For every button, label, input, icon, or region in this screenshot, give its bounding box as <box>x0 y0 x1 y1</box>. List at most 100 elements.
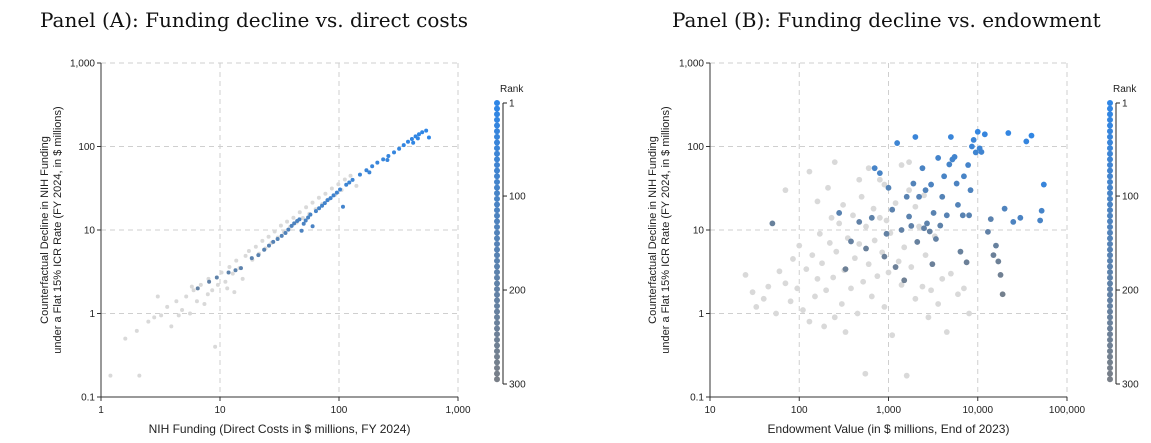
panel-a-point-unranked <box>272 229 277 234</box>
panel-a-point-unranked <box>310 200 315 205</box>
panel-a-point-unranked <box>323 191 328 196</box>
panel-b-legend-title: Rank <box>1113 84 1137 95</box>
panel-b-legend-swatch <box>1107 342 1113 349</box>
panel-b-point-ranked <box>836 210 843 216</box>
panel-b-legend-swatch <box>1107 201 1113 208</box>
panel-b-legend-swatch <box>1107 229 1113 236</box>
panel-a-point-ranked <box>350 177 355 182</box>
panel-a-point-ranked <box>386 153 391 158</box>
panel-b-point-ranked <box>955 201 961 208</box>
panel-a-legend-swatch <box>494 376 500 383</box>
panel-a-point-unranked <box>234 258 239 263</box>
panel-b-point-unranked <box>753 303 760 310</box>
panel-b-point-ranked <box>929 261 936 268</box>
panel-a-x-tick-label: 1 <box>98 405 104 416</box>
panel-a-point-ranked <box>256 253 261 258</box>
panel-a-legend-swatch <box>494 178 500 185</box>
panel-b-point-unranked <box>898 282 905 288</box>
panel-a-point-ranked <box>338 187 343 192</box>
panel-a-legend-swatch <box>494 167 500 174</box>
panel-b-point-unranked <box>814 198 821 205</box>
panel-b-point-ranked <box>970 136 977 143</box>
panel-b-point-ranked <box>876 170 883 177</box>
panel-a-legend-swatch <box>494 184 500 191</box>
panel-b-legend-swatch <box>1107 195 1113 202</box>
panel-b-point-ranked <box>941 173 948 180</box>
panel-b-point-unranked <box>895 258 902 265</box>
panel-b-point-unranked <box>912 203 919 210</box>
panel-a-point-ranked <box>381 157 386 162</box>
panel-b-point-unranked <box>821 323 828 330</box>
panel-a-point-unranked <box>205 292 210 297</box>
panel-a-point-ranked <box>409 136 414 141</box>
panel-b-legend-swatch <box>1107 314 1113 321</box>
panel-a-point-ranked <box>415 136 420 141</box>
panel-b-point-unranked <box>842 329 849 335</box>
panel-a-point-ranked <box>214 275 219 280</box>
panel-b-point-ranked <box>969 143 975 150</box>
panel-b-point-ranked <box>953 180 960 187</box>
panel-a-point-ranked <box>357 172 362 177</box>
panel-b-point-ranked <box>922 187 929 194</box>
panel-a-legend-swatch <box>494 342 500 349</box>
panel-a-legend-swatch <box>494 280 500 287</box>
panel-a-legend-swatch <box>494 286 500 293</box>
panel-b-point-ranked <box>990 252 997 259</box>
panel-a-legend-swatch <box>494 308 500 315</box>
panel-a-legend-tick-label: 1 <box>509 99 515 110</box>
panel-a-point-unranked <box>291 215 296 220</box>
panel-b-legend-swatch <box>1107 105 1113 112</box>
panel-b-legend-swatch <box>1107 252 1113 259</box>
panel-b-point-ranked <box>993 242 999 249</box>
panel-a-point-unranked <box>243 253 248 258</box>
panel-b-point-ranked <box>885 184 892 191</box>
panel-b-point-ranked <box>908 222 915 229</box>
panel-b-legend-swatch <box>1107 297 1113 304</box>
panel-a-point-ranked <box>375 160 380 165</box>
panel-a-y-tick-label: 1 <box>89 309 95 320</box>
panel-b-point-ranked <box>957 248 964 255</box>
panel-a-x-tick-label: 10 <box>214 405 226 416</box>
panel-b-y-tick-label: 0.1 <box>690 393 704 404</box>
panel-a-legend-swatch <box>494 263 500 270</box>
panel-b-point-unranked <box>898 162 905 168</box>
panel-b-point-unranked <box>809 252 816 259</box>
panel-b-point-ranked <box>1038 207 1045 214</box>
panel-a-point-ranked <box>289 223 294 228</box>
panel-b-point-unranked <box>833 248 840 255</box>
panel-b-legend-tick-label: 300 <box>1122 380 1139 391</box>
panel-b-y-tick-label: 1,000 <box>679 59 704 70</box>
panel-b-point-ranked <box>848 238 854 245</box>
panel-a-point-ranked <box>347 180 352 185</box>
panel-a-legend-swatch <box>494 359 500 366</box>
panel-b-legend-swatch <box>1107 156 1113 163</box>
panel-a-point-unranked <box>210 288 215 293</box>
panel-b-legend-swatch <box>1107 257 1113 264</box>
panel-b-point-ranked <box>987 216 994 223</box>
panel-b-point-ranked <box>863 245 869 252</box>
panel-b-point-ranked <box>892 264 899 270</box>
panel-a-point-ranked <box>233 268 238 273</box>
panel-a-legend-swatch <box>494 201 500 208</box>
panel-b-legend-swatch <box>1107 263 1113 270</box>
panel-a-legend-swatch <box>494 325 500 332</box>
panel-b-legend-swatch <box>1107 207 1113 214</box>
panel-a-legend-swatch <box>494 105 500 112</box>
panel-b-legend-swatch <box>1107 167 1113 174</box>
panel-b-point-ranked <box>959 212 966 219</box>
panel-a-point-ranked <box>325 198 330 203</box>
panel-b-point-ranked <box>912 134 919 140</box>
panel-a-point-ranked <box>331 193 336 198</box>
panel-a-y-tick-label: 1,000 <box>70 59 95 70</box>
panel-a-point-ranked <box>283 231 288 236</box>
panel-b-legend-swatch <box>1107 353 1113 360</box>
panel-b-legend-swatch <box>1107 331 1113 338</box>
panel-b-legend-swatch <box>1107 376 1113 383</box>
panel-b-point-ranked <box>871 165 878 172</box>
panel-a-point-ranked <box>424 128 429 133</box>
panel-a-title: Panel (A): Funding decline vs. direct co… <box>40 8 468 32</box>
panel-b-point-unranked <box>943 329 950 335</box>
panel-b-point-ranked <box>910 180 917 187</box>
panel-a-legend-swatch <box>494 145 500 152</box>
panel-a-point-ranked <box>271 239 276 244</box>
